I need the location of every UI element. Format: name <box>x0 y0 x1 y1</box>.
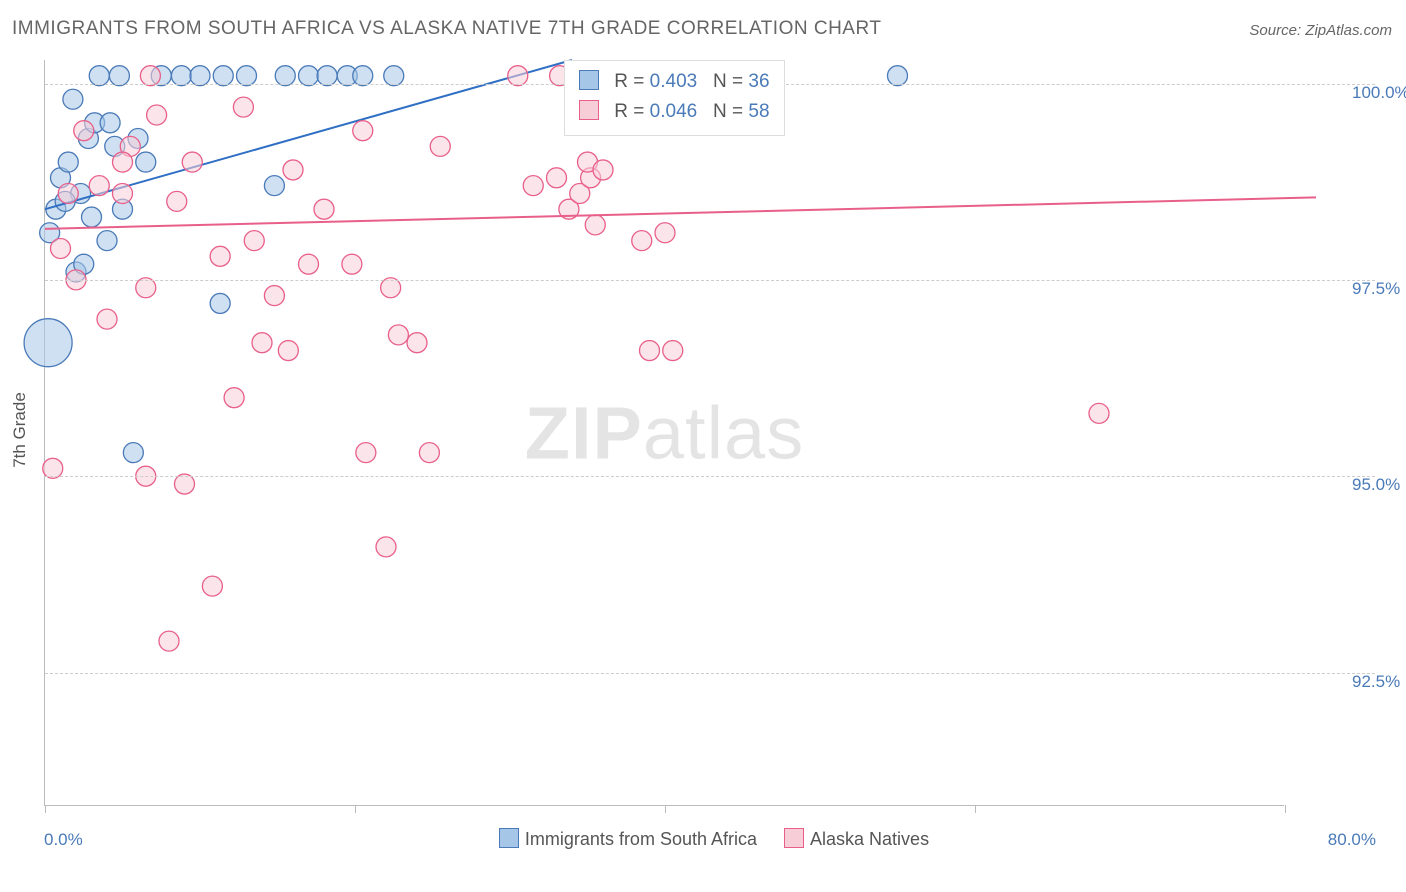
n-value-1: 58 <box>748 101 769 122</box>
scatter-point-series-1 <box>182 152 202 172</box>
y-tick-label: 95.0% <box>1352 475 1406 495</box>
gridline <box>45 280 1375 281</box>
scatter-point-series-1 <box>113 183 133 203</box>
scatter-point-series-1 <box>547 168 567 188</box>
scatter-point-series-1 <box>264 286 284 306</box>
legend-swatch-0 <box>499 828 519 848</box>
scatter-point-series-1 <box>97 309 117 329</box>
scatter-point-series-1 <box>233 97 253 117</box>
scatter-point-series-1 <box>314 199 334 219</box>
scatter-point-series-1 <box>283 160 303 180</box>
r-row-series-0: R = 0.403 N = 36 <box>579 67 770 97</box>
scatter-point-series-0 <box>82 207 102 227</box>
x-tick <box>355 805 356 813</box>
x-tick <box>1285 805 1286 813</box>
legend-label-0: Immigrants from South Africa <box>525 829 757 849</box>
source-credit: Source: ZipAtlas.com <box>1249 22 1392 39</box>
scatter-point-series-1 <box>159 631 179 651</box>
scatter-point-series-1 <box>299 254 319 274</box>
y-tick-label: 92.5% <box>1352 672 1406 692</box>
scatter-point-series-1 <box>523 176 543 196</box>
y-axis-label: 7th Grade <box>10 392 30 468</box>
scatter-point-series-1 <box>278 341 298 361</box>
scatter-point-series-1 <box>407 333 427 353</box>
swatch-series-1 <box>579 100 599 120</box>
x-tick <box>975 805 976 813</box>
scatter-point-series-0 <box>24 319 72 367</box>
scatter-point-series-0 <box>123 443 143 463</box>
r-row-series-1: R = 0.046 N = 58 <box>579 97 770 127</box>
n-value-0: 36 <box>748 71 769 92</box>
scatter-point-series-1 <box>113 152 133 172</box>
scatter-point-series-1 <box>147 105 167 125</box>
scatter-point-series-1 <box>419 443 439 463</box>
scatter-point-series-1 <box>388 325 408 345</box>
scatter-point-series-1 <box>89 176 109 196</box>
x-tick <box>665 805 666 813</box>
gridline <box>45 476 1375 477</box>
scatter-point-series-1 <box>167 191 187 211</box>
correlation-legend-box: R = 0.403 N = 36 R = 0.046 N = 58 <box>564 60 785 136</box>
scatter-point-series-1 <box>202 576 222 596</box>
scatter-point-series-1 <box>640 341 660 361</box>
scatter-point-series-1 <box>252 333 272 353</box>
plot-area: ZIPatlas 92.5%95.0%97.5%100.0% <box>44 60 1284 806</box>
x-tick <box>45 805 46 813</box>
scatter-point-series-0 <box>58 152 78 172</box>
source-name: ZipAtlas.com <box>1305 22 1392 39</box>
scatter-point-series-1 <box>353 121 373 141</box>
scatter-point-series-1 <box>663 341 683 361</box>
scatter-point-series-1 <box>1089 403 1109 423</box>
y-tick-label: 100.0% <box>1352 83 1406 103</box>
legend-swatch-1 <box>784 828 804 848</box>
scatter-point-series-1 <box>342 254 362 274</box>
scatter-point-series-1 <box>655 223 675 243</box>
y-tick-label: 97.5% <box>1352 279 1406 299</box>
scatter-point-series-0 <box>100 113 120 133</box>
scatter-point-series-1 <box>51 238 71 258</box>
scatter-point-series-1 <box>376 537 396 557</box>
trend-line-series-1 <box>45 197 1316 228</box>
scatter-point-series-0 <box>97 231 117 251</box>
scatter-point-series-1 <box>74 121 94 141</box>
scatter-point-series-0 <box>264 176 284 196</box>
scatter-point-series-1 <box>430 136 450 156</box>
chart-title: IMMIGRANTS FROM SOUTH AFRICA VS ALASKA N… <box>12 18 881 40</box>
scatter-svg <box>45 60 1285 806</box>
scatter-point-series-1 <box>593 160 613 180</box>
scatter-point-series-1 <box>210 246 230 266</box>
scatter-point-series-1 <box>356 443 376 463</box>
scatter-point-series-1 <box>632 231 652 251</box>
scatter-point-series-0 <box>210 293 230 313</box>
swatch-series-0 <box>579 70 599 90</box>
scatter-point-series-1 <box>224 388 244 408</box>
scatter-point-series-0 <box>63 89 83 109</box>
legend-bottom: Immigrants from South Africa Alaska Nati… <box>0 828 1406 850</box>
scatter-point-series-1 <box>585 215 605 235</box>
r-value-0: 0.403 <box>650 71 698 92</box>
scatter-point-series-1 <box>58 183 78 203</box>
source-prefix: Source: <box>1249 22 1305 39</box>
scatter-point-series-1 <box>244 231 264 251</box>
r-value-1: 0.046 <box>650 101 698 122</box>
gridline <box>45 673 1375 674</box>
scatter-point-series-0 <box>136 152 156 172</box>
legend-label-1: Alaska Natives <box>810 829 929 849</box>
